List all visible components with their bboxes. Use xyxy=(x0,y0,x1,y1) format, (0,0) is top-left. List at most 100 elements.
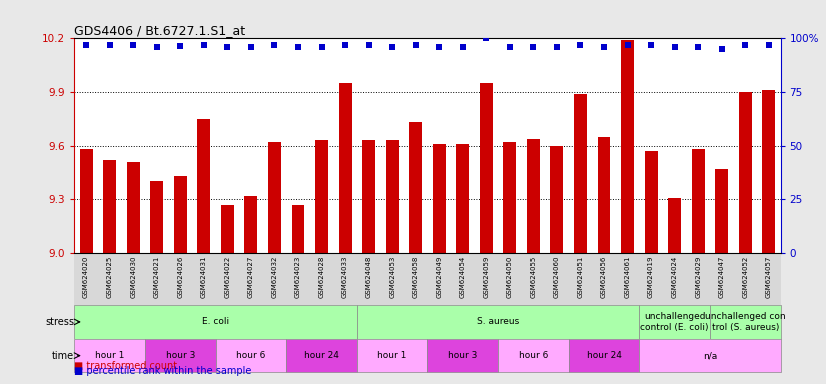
Text: GSM624061: GSM624061 xyxy=(624,256,630,298)
Bar xyxy=(409,122,422,253)
Bar xyxy=(268,142,281,253)
Bar xyxy=(145,339,216,372)
Text: ■ percentile rank within the sample: ■ percentile rank within the sample xyxy=(74,366,252,376)
Text: unchallenged
control (E. coli): unchallenged control (E. coli) xyxy=(640,312,709,332)
Text: GSM624028: GSM624028 xyxy=(319,256,325,298)
Text: GSM624054: GSM624054 xyxy=(460,256,466,298)
Point xyxy=(362,42,375,48)
Bar xyxy=(357,339,428,372)
Bar xyxy=(639,305,710,339)
Point xyxy=(480,35,493,41)
Text: GSM624052: GSM624052 xyxy=(743,256,748,298)
Bar xyxy=(762,90,776,253)
Text: GSM624031: GSM624031 xyxy=(201,256,206,298)
Point xyxy=(550,44,563,50)
Bar xyxy=(715,169,729,253)
Bar xyxy=(710,305,781,339)
Text: GSM624051: GSM624051 xyxy=(577,256,583,298)
Bar xyxy=(691,149,705,253)
Bar xyxy=(597,137,610,253)
Bar xyxy=(150,181,164,253)
Point xyxy=(433,44,446,50)
Bar xyxy=(286,339,357,372)
Text: GSM624029: GSM624029 xyxy=(695,256,701,298)
Bar xyxy=(315,140,328,253)
Text: stress: stress xyxy=(45,317,74,327)
Bar xyxy=(639,339,781,372)
Bar xyxy=(74,339,145,372)
Text: GSM624023: GSM624023 xyxy=(295,256,301,298)
Point xyxy=(292,44,305,50)
Point xyxy=(762,42,776,48)
Text: GSM624027: GSM624027 xyxy=(248,256,254,298)
Point xyxy=(386,44,399,50)
Point xyxy=(339,42,352,48)
Text: hour 6: hour 6 xyxy=(236,351,266,360)
Text: S. aureus: S. aureus xyxy=(477,318,520,326)
Bar xyxy=(433,144,446,253)
Point xyxy=(221,44,234,50)
Bar xyxy=(456,144,469,253)
Point xyxy=(644,42,657,48)
Text: GSM624024: GSM624024 xyxy=(672,256,677,298)
Point xyxy=(197,42,211,48)
Text: GSM624032: GSM624032 xyxy=(272,256,278,298)
Text: n/a: n/a xyxy=(703,351,717,360)
Text: unchallenged con
trol (S. aureus): unchallenged con trol (S. aureus) xyxy=(705,312,786,332)
Bar xyxy=(173,176,187,253)
Point xyxy=(715,46,729,52)
Point xyxy=(126,42,140,48)
Text: GSM624055: GSM624055 xyxy=(530,256,536,298)
Point xyxy=(150,44,164,50)
Bar xyxy=(574,94,587,253)
Point xyxy=(268,42,281,48)
Bar xyxy=(428,339,498,372)
Point xyxy=(621,42,634,48)
Point xyxy=(691,44,705,50)
Bar xyxy=(103,160,116,253)
Text: GSM624021: GSM624021 xyxy=(154,256,159,298)
Bar xyxy=(550,146,563,253)
Text: hour 3: hour 3 xyxy=(165,351,195,360)
Bar xyxy=(668,197,681,253)
Text: GSM624053: GSM624053 xyxy=(389,256,395,298)
Text: GSM624058: GSM624058 xyxy=(413,256,419,298)
Point xyxy=(315,44,328,50)
Text: hour 1: hour 1 xyxy=(95,351,125,360)
Bar xyxy=(568,339,639,372)
Point xyxy=(173,43,187,49)
Point xyxy=(668,44,681,50)
Bar xyxy=(197,119,211,253)
Point xyxy=(738,42,752,48)
Text: GSM624050: GSM624050 xyxy=(507,256,513,298)
Text: hour 6: hour 6 xyxy=(519,351,548,360)
Bar xyxy=(644,151,657,253)
Text: hour 24: hour 24 xyxy=(304,351,339,360)
Text: GSM624025: GSM624025 xyxy=(107,256,112,298)
Text: ■ transformed count: ■ transformed count xyxy=(74,361,178,371)
Text: time: time xyxy=(52,351,74,361)
Bar xyxy=(480,83,493,253)
Bar xyxy=(339,83,352,253)
Text: hour 3: hour 3 xyxy=(448,351,477,360)
Text: GSM624026: GSM624026 xyxy=(178,256,183,298)
Bar xyxy=(386,140,399,253)
Point xyxy=(503,44,516,50)
Bar xyxy=(738,92,752,253)
Point xyxy=(103,42,116,48)
Point xyxy=(456,44,469,50)
Point xyxy=(409,42,422,48)
Text: hour 1: hour 1 xyxy=(377,351,407,360)
Text: GSM624022: GSM624022 xyxy=(225,256,230,298)
Text: E. coli: E. coli xyxy=(202,318,229,326)
Bar xyxy=(498,339,569,372)
Text: GSM624033: GSM624033 xyxy=(342,256,348,298)
Bar xyxy=(362,140,375,253)
Point xyxy=(79,42,93,48)
Point xyxy=(597,44,610,50)
Text: GSM624047: GSM624047 xyxy=(719,256,724,298)
Text: GSM624030: GSM624030 xyxy=(131,256,136,298)
Bar xyxy=(244,196,258,253)
Text: GSM624019: GSM624019 xyxy=(648,256,654,298)
Text: GSM624049: GSM624049 xyxy=(436,256,442,298)
